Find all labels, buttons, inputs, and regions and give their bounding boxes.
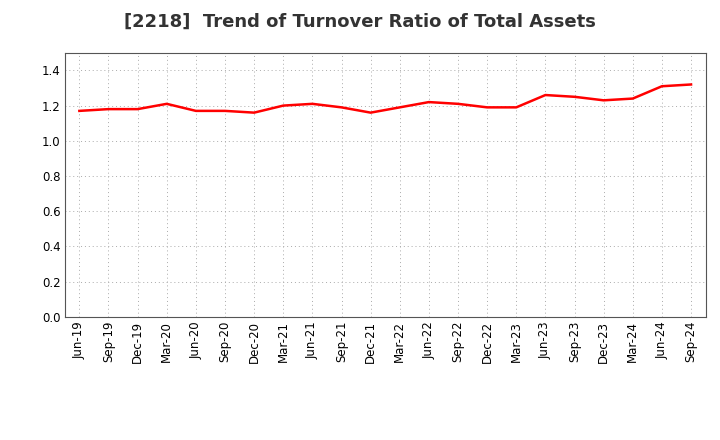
Text: [2218]  Trend of Turnover Ratio of Total Assets: [2218] Trend of Turnover Ratio of Total …: [124, 13, 596, 31]
